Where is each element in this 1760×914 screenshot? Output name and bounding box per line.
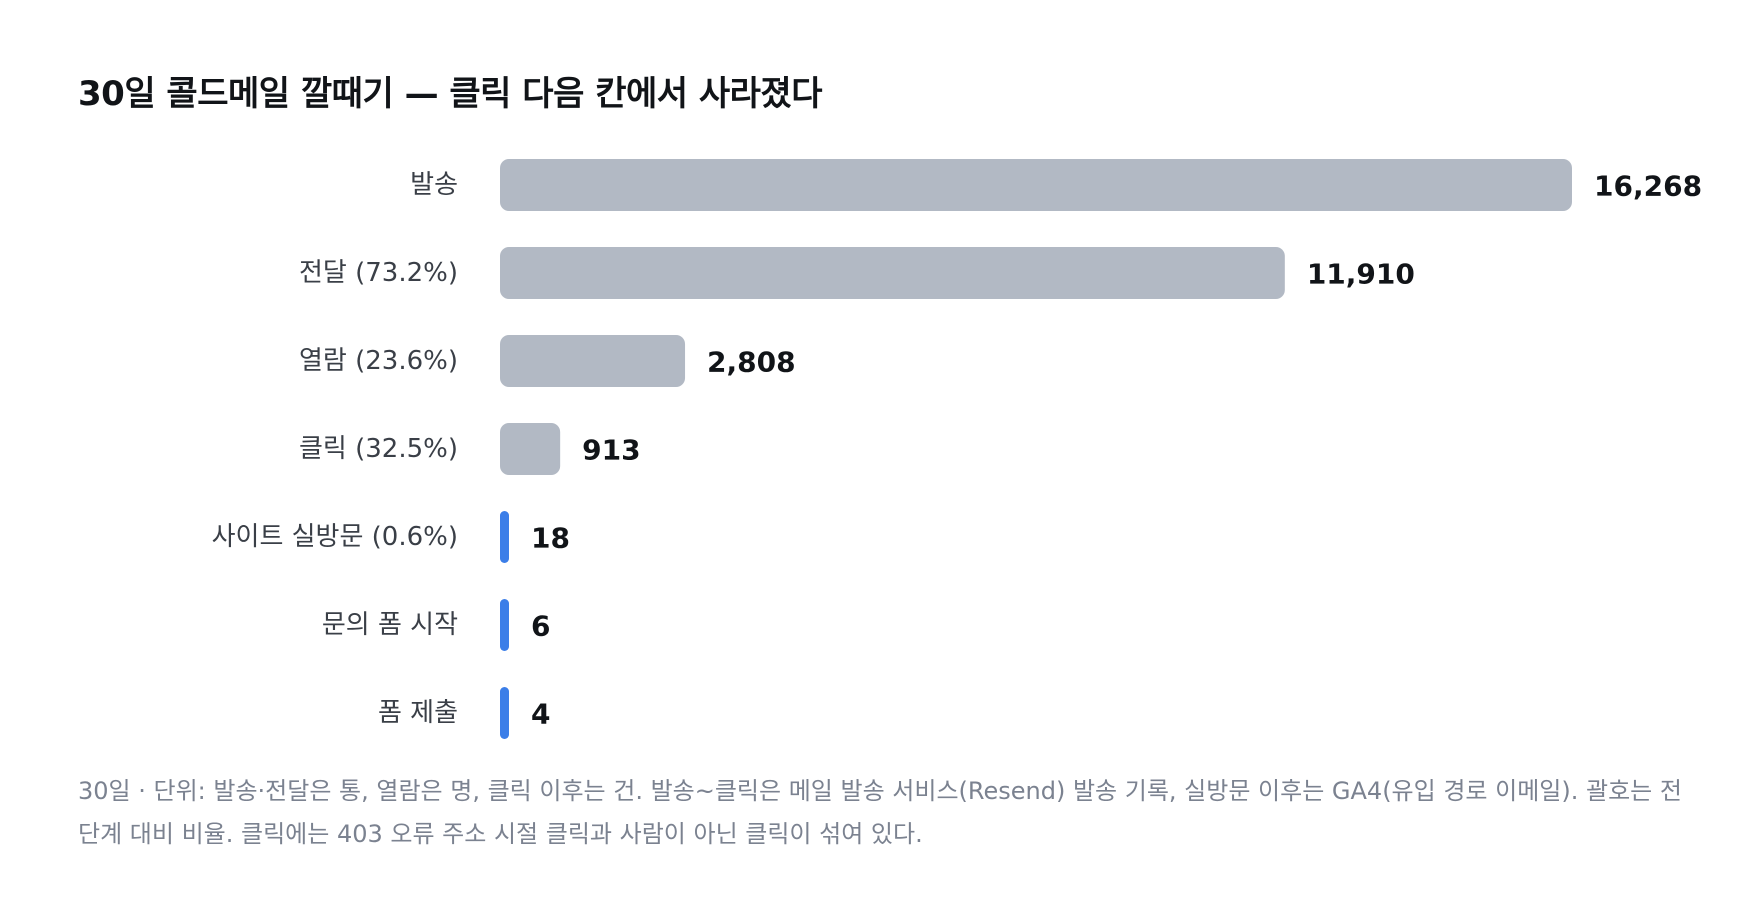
bar-6 (500, 687, 509, 739)
value-label-1: 11,910 (1307, 258, 1415, 291)
category-label-5: 문의 폼 시작 (322, 610, 458, 640)
bar-4 (500, 511, 509, 563)
value-label-6: 4 (531, 698, 550, 731)
bar-3 (500, 423, 561, 475)
category-label-2: 열람 (23.6%) (299, 346, 458, 376)
chart-footnote: 30일 · 단위: 발송·전달은 통, 열람은 명, 클릭 이후는 건. 발송~… (78, 777, 1682, 848)
bar-5 (500, 599, 509, 651)
chart-title: 30일 콜드메일 깔때기 — 클릭 다음 칸에서 사라졌다 (78, 74, 823, 114)
bar-1 (500, 247, 1285, 299)
value-label-2: 2,808 (707, 346, 796, 379)
category-label-6: 폼 제출 (378, 698, 458, 728)
category-label-0: 발송 (410, 170, 458, 200)
value-label-0: 16,268 (1594, 170, 1702, 203)
bar-0 (500, 159, 1572, 211)
category-label-3: 클릭 (32.5%) (299, 434, 458, 464)
value-label-3: 913 (582, 434, 640, 467)
value-label-4: 18 (531, 522, 570, 555)
category-label-4: 사이트 실방문 (0.6%) (212, 522, 458, 552)
bar-2 (500, 335, 686, 387)
value-label-5: 6 (531, 610, 550, 643)
funnel-bar-chart: 발송 16,268 전달 (73.2%) 11,910 열람 (23.6%) 2,808 클… (212, 159, 1702, 739)
category-label-1: 전달 (73.2%) (299, 258, 458, 288)
